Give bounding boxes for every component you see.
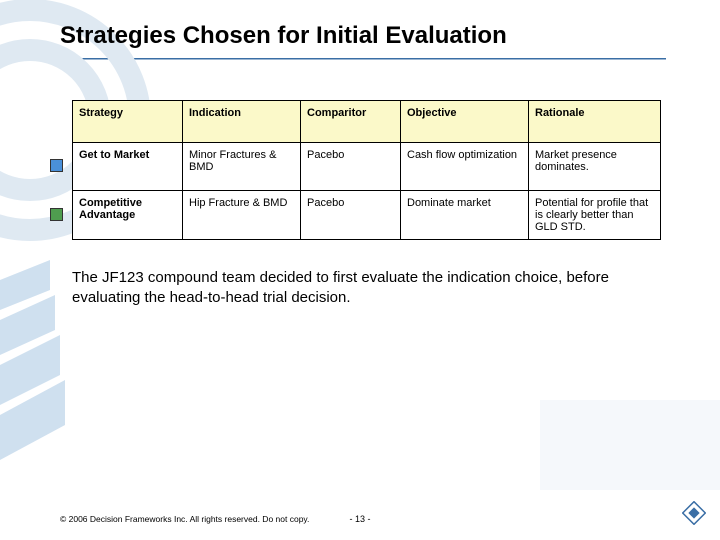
- table-row: Get to MarketMinor Fractures & BMDPacebo…: [73, 143, 661, 191]
- table-cell: Hip Fracture & BMD: [183, 191, 301, 240]
- body-text: The JF123 compound team decided to first…: [72, 268, 660, 309]
- row-marker-icon: [50, 208, 63, 221]
- block-decor: [500, 390, 720, 500]
- row-marker-icon: [50, 159, 63, 172]
- slide: Strategies Chosen for Initial Evaluation…: [0, 0, 720, 540]
- corner-logo-icon: [682, 501, 706, 530]
- table-header-cell: Strategy: [73, 101, 183, 143]
- table-cell: Cash flow optimization: [401, 143, 529, 191]
- table-header-cell: Objective: [401, 101, 529, 143]
- table-cell: Potential for profile that is clearly be…: [529, 191, 661, 240]
- table-cell: Dominate market: [401, 191, 529, 240]
- slide-title: Strategies Chosen for Initial Evaluation: [60, 22, 507, 50]
- table-row: Competitive AdvantageHip Fracture & BMDP…: [73, 191, 661, 240]
- table-header-cell: Rationale: [529, 101, 661, 143]
- strategies-table-container: StrategyIndicationComparitorObjectiveRat…: [72, 100, 660, 240]
- table-cell: Get to Market: [73, 143, 183, 191]
- table-body: Get to MarketMinor Fractures & BMDPacebo…: [73, 143, 661, 240]
- table-cell: Market presence dominates.: [529, 143, 661, 191]
- table-cell: Minor Fractures & BMD: [183, 143, 301, 191]
- top-rule: [56, 58, 666, 60]
- copyright-footer: © 2006 Decision Frameworks Inc. All righ…: [60, 514, 309, 524]
- table-cell: Pacebo: [301, 191, 401, 240]
- table-header-cell: Indication: [183, 101, 301, 143]
- table-cell: Pacebo: [301, 143, 401, 191]
- strategies-table: StrategyIndicationComparitorObjectiveRat…: [72, 100, 661, 240]
- table-header-row: StrategyIndicationComparitorObjectiveRat…: [73, 101, 661, 143]
- table-header-cell: Comparitor: [301, 101, 401, 143]
- table-cell: Competitive Advantage: [73, 191, 183, 240]
- page-number: - 13 -: [349, 514, 370, 524]
